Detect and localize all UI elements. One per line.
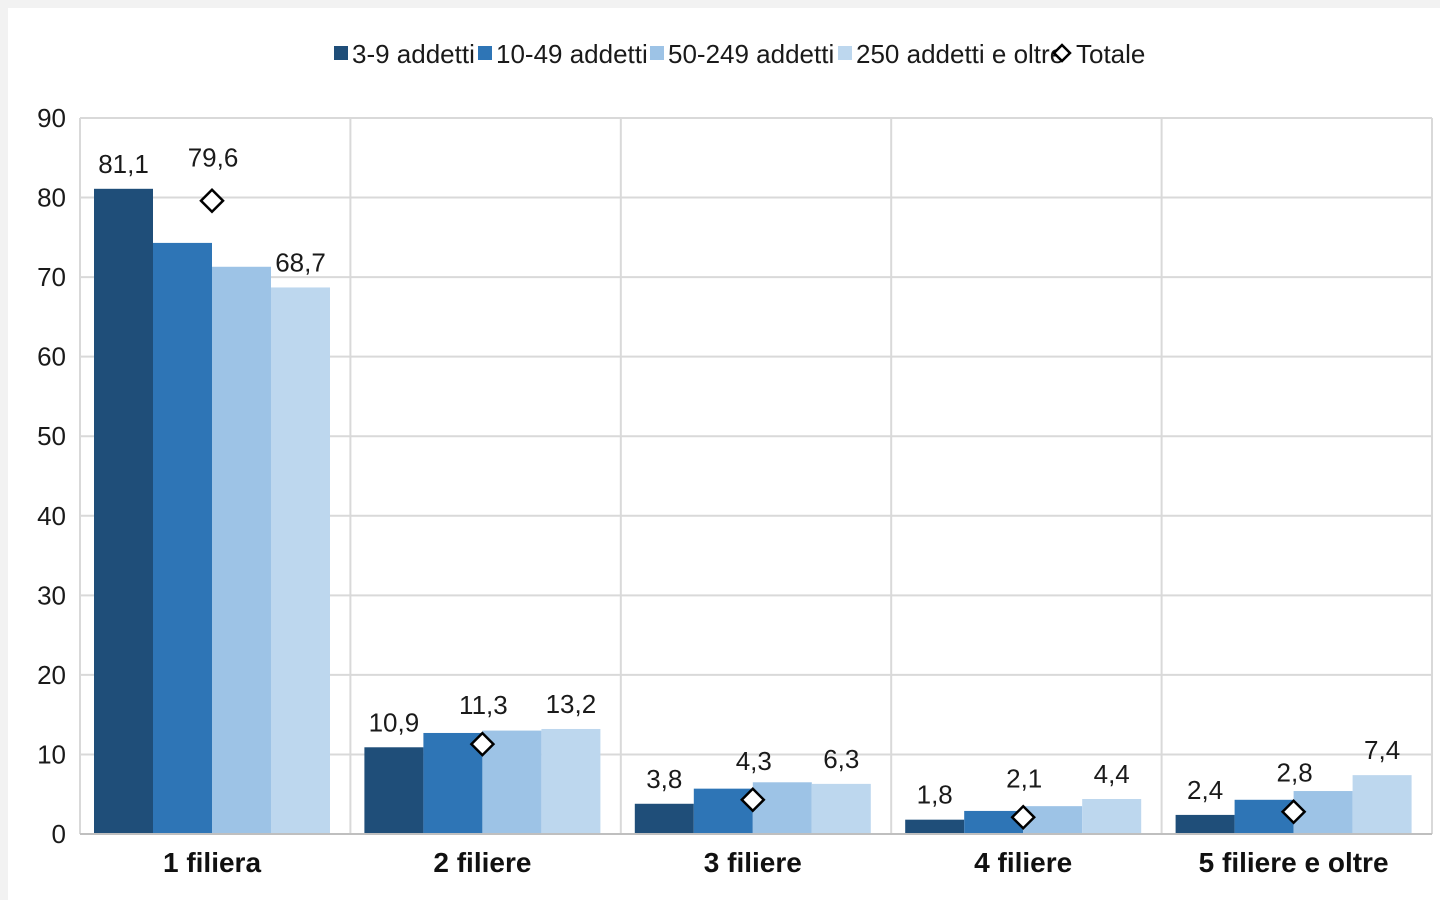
bar bbox=[94, 188, 153, 834]
bar bbox=[811, 783, 871, 834]
data-label: 2,4 bbox=[1187, 775, 1223, 805]
data-label: 1,8 bbox=[917, 780, 953, 810]
bar bbox=[423, 732, 483, 834]
x-category-label: 1 filiera bbox=[163, 847, 261, 878]
data-label: 4,4 bbox=[1094, 759, 1130, 789]
legend-label: 10-49 addetti bbox=[496, 39, 648, 69]
legend-diamond-icon bbox=[1052, 43, 1072, 63]
data-label: 10,9 bbox=[369, 707, 420, 737]
y-tick-label: 90 bbox=[37, 103, 66, 133]
total-label: 11,3 bbox=[459, 690, 508, 720]
data-label: 81,1 bbox=[98, 149, 149, 179]
x-category-label: 3 filiere bbox=[704, 847, 802, 878]
data-label: 3,8 bbox=[646, 764, 682, 794]
legend-label: 250 addetti e oltre bbox=[856, 39, 1064, 69]
total-marker bbox=[1010, 804, 1036, 831]
bar bbox=[964, 810, 1024, 834]
y-tick-label: 60 bbox=[37, 342, 66, 372]
bar bbox=[634, 803, 694, 834]
legend: 3-9 addetti 10-49 addetti 50-249 addetti 25… bbox=[334, 39, 1145, 69]
total-label: 2,1 bbox=[1006, 763, 1042, 793]
chart-frame: 3-9 addetti 10-49 addetti 50-249 addetti 25… bbox=[8, 8, 1440, 900]
y-tick-label: 10 bbox=[37, 739, 66, 769]
bar bbox=[1082, 798, 1142, 834]
legend-label: 50-249 addetti bbox=[668, 39, 834, 69]
y-axis: 0 10 20 30 40 50 60 70 80 90 bbox=[37, 103, 66, 849]
bar bbox=[482, 730, 542, 834]
bar bbox=[212, 266, 271, 834]
total-marker bbox=[199, 187, 225, 214]
legend-swatch bbox=[478, 46, 492, 60]
total-marker bbox=[469, 731, 496, 757]
total-label: 79,6 bbox=[188, 143, 239, 173]
x-category-label: 4 filiere bbox=[974, 847, 1072, 878]
bar bbox=[364, 747, 424, 834]
y-tick-label: 30 bbox=[37, 580, 66, 610]
x-axis: 1 filiera 2 filiere 3 filiere 4 filiere 5 fi… bbox=[80, 833, 1432, 878]
legend-label: 3-9 addetti bbox=[352, 39, 475, 69]
total-markers bbox=[199, 187, 1307, 831]
grouped-bar-chart: 3-9 addetti 10-49 addetti 50-249 addetti 25… bbox=[37, 39, 1433, 878]
total-label: 2,8 bbox=[1277, 758, 1313, 788]
y-tick-label: 80 bbox=[37, 183, 66, 213]
y-tick-label: 40 bbox=[37, 501, 66, 531]
bar bbox=[905, 819, 965, 834]
x-category-label: 2 filiere bbox=[433, 847, 531, 878]
total-marker bbox=[740, 787, 766, 813]
y-tick-label: 50 bbox=[37, 421, 66, 451]
bar bbox=[271, 287, 330, 834]
bar bbox=[153, 242, 212, 834]
legend-swatch bbox=[650, 46, 664, 60]
bar bbox=[1352, 775, 1412, 834]
bar bbox=[1175, 814, 1235, 834]
bar bbox=[752, 782, 812, 834]
y-tick-label: 0 bbox=[52, 819, 66, 849]
data-label: 68,7 bbox=[275, 247, 326, 277]
data-label: 7,4 bbox=[1364, 735, 1400, 765]
data-label: 6,3 bbox=[823, 744, 859, 774]
grid-lines bbox=[79, 117, 1433, 834]
bar bbox=[693, 788, 753, 834]
y-tick-label: 20 bbox=[37, 660, 66, 690]
bar bbox=[1234, 799, 1294, 834]
legend-swatch bbox=[838, 46, 852, 60]
data-label: 13,2 bbox=[546, 689, 597, 719]
total-label: 4,3 bbox=[736, 746, 772, 776]
bar bbox=[541, 728, 601, 834]
legend-label: Totale bbox=[1076, 39, 1145, 69]
y-tick-label: 70 bbox=[37, 262, 66, 292]
legend-swatch bbox=[334, 46, 348, 60]
data-labels: 81,1 10,9 3,8 1,8 2,4 68,7 13,2 6,3 4,4 7,4 79,6 11… bbox=[98, 143, 1400, 810]
x-category-label: 5 filiere e oltre bbox=[1199, 847, 1389, 878]
bars bbox=[94, 188, 1412, 834]
total-marker bbox=[1280, 798, 1307, 825]
